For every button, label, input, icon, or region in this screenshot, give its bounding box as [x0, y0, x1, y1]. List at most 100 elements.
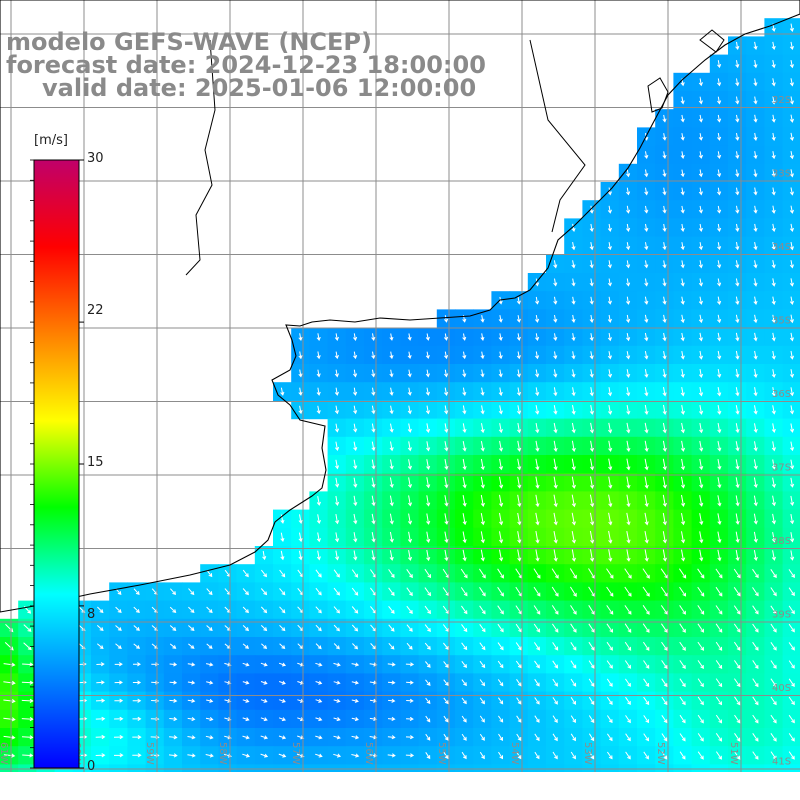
- wind-arrow: [425, 697, 431, 705]
- colorbar-tick-0: 0: [87, 759, 96, 774]
- wind-arrow: [551, 586, 559, 597]
- wind-arrow: [570, 733, 576, 742]
- wind-arrow: [553, 458, 558, 471]
- wind-arrow: [389, 441, 394, 452]
- wind-arrow: [535, 476, 540, 489]
- wind-arrow: [717, 278, 722, 287]
- wind-arrow: [735, 369, 740, 379]
- wind-cell: [364, 764, 383, 772]
- wind-cell: [0, 764, 19, 772]
- lon-label: 59W: [144, 742, 155, 765]
- colorbar-tick-30: 30: [87, 151, 104, 166]
- wind-arrow: [735, 151, 740, 160]
- wind-arrow: [406, 716, 414, 722]
- wind-arrow: [626, 476, 631, 489]
- wind-arrow: [553, 405, 558, 415]
- wind-arrow: [389, 531, 394, 543]
- lat-label: 34S: [772, 242, 791, 253]
- wind-arrow: [169, 716, 178, 722]
- lat-label: 33S: [772, 169, 791, 180]
- wind-arrow: [553, 369, 558, 378]
- wind-arrow: [789, 132, 794, 142]
- wind-arrow: [624, 660, 632, 669]
- wind-arrow: [662, 314, 667, 324]
- wind-arrow: [169, 643, 177, 649]
- wind-arrow: [570, 751, 576, 760]
- wind-arrow: [389, 369, 394, 378]
- wind-arrow: [734, 751, 741, 760]
- wind-arrow: [260, 680, 268, 685]
- wind-arrow: [333, 753, 342, 758]
- wind-arrow: [113, 753, 124, 758]
- wind-arrow: [680, 296, 685, 305]
- wind-arrow: [298, 550, 303, 561]
- wind-arrow: [22, 753, 34, 758]
- wind-arrow: [698, 314, 703, 324]
- wind-arrow: [643, 715, 650, 724]
- wind-arrow: [443, 752, 449, 760]
- wind-arrow: [626, 187, 631, 196]
- wind-cell: [218, 764, 238, 772]
- wind-arrow: [22, 662, 34, 667]
- wind-arrow: [388, 624, 395, 632]
- wind-arrow: [717, 187, 722, 196]
- wind-arrow: [717, 114, 722, 123]
- wind-arrow: [644, 187, 649, 196]
- wind-cell: [182, 764, 201, 772]
- wind-arrow: [335, 477, 340, 488]
- wind-arrow: [444, 405, 449, 415]
- wind-arrow: [752, 623, 759, 633]
- wind-arrow: [333, 662, 341, 667]
- wind-arrow: [353, 477, 358, 488]
- wind-arrow: [662, 205, 667, 214]
- wind-arrow: [571, 440, 576, 452]
- wind-arrow: [662, 458, 667, 471]
- wind-arrow: [753, 495, 758, 507]
- wind-arrow: [662, 531, 667, 544]
- wind-arrow: [680, 405, 685, 415]
- wind-arrow: [752, 714, 759, 724]
- wind-arrow: [462, 351, 467, 360]
- wind-arrow: [735, 495, 740, 507]
- wind-arrow: [353, 495, 358, 507]
- wind-cell: [327, 764, 347, 772]
- wind-arrow: [425, 369, 430, 378]
- wind-arrow: [717, 260, 722, 269]
- wind-arrow: [461, 715, 467, 723]
- wind-arrow: [643, 733, 650, 742]
- wind-arrow: [771, 459, 776, 470]
- wind-arrow: [607, 296, 612, 305]
- wind-arrow: [279, 643, 286, 650]
- wind-arrow: [662, 151, 667, 159]
- wind-arrow: [626, 314, 631, 324]
- wind-arrow: [552, 715, 558, 724]
- wind-arrow: [607, 387, 613, 397]
- wind-arrow: [389, 351, 394, 360]
- wind-arrow: [353, 405, 358, 415]
- wind-arrow: [480, 458, 485, 471]
- wind-arrow: [770, 569, 777, 579]
- wind-arrow: [789, 405, 795, 415]
- wind-arrow: [588, 715, 595, 724]
- wind-arrow: [771, 242, 776, 251]
- wind-cell: [564, 764, 583, 772]
- wind-arrow: [735, 459, 740, 470]
- wind-arrow: [771, 96, 776, 105]
- wind-arrow: [735, 549, 740, 562]
- wind-arrow: [426, 441, 431, 452]
- wind-arrow: [371, 369, 376, 378]
- wind-arrow: [680, 242, 685, 251]
- wind-arrow: [626, 369, 631, 378]
- wind-arrow: [680, 476, 686, 489]
- wind-arrow: [187, 698, 196, 703]
- wind-arrow: [260, 698, 268, 703]
- wind-arrow: [662, 387, 667, 397]
- wind-arrow: [570, 660, 577, 669]
- wind-arrow: [771, 405, 776, 415]
- wind-arrow: [790, 532, 795, 543]
- wind-arrow: [789, 260, 794, 269]
- grid-labels: 61W60W59W58W57W56W55W54W53W52W51W32S33S3…: [0, 95, 791, 768]
- wind-arrow: [680, 458, 686, 471]
- wind-arrow: [480, 387, 485, 396]
